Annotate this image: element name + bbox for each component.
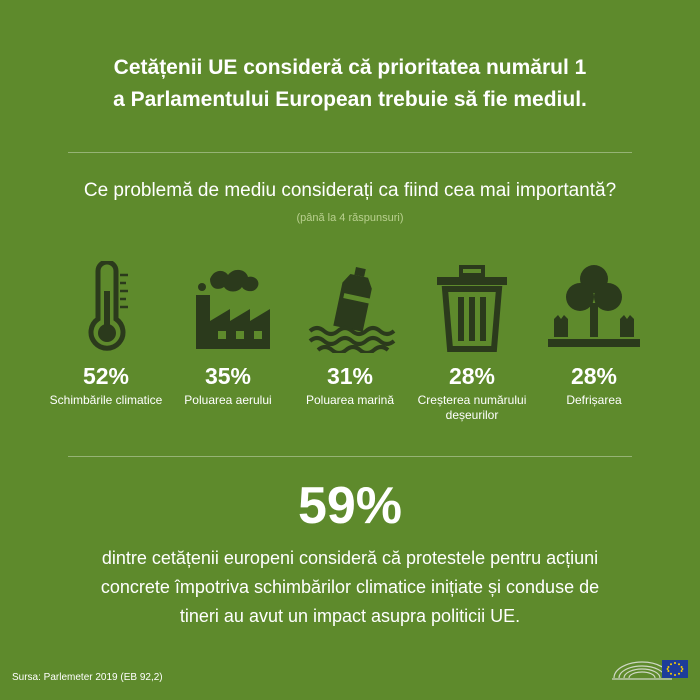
issue-percent: 31% [326,363,374,389]
highlight-statement: dintre cetățenii europeni consideră că p… [55,544,645,631]
title-line-1: Cetățenii UE consideră că prioritatea nu… [113,56,587,79]
survey-question: Ce problemă de mediu considerați ca fiin… [83,180,617,201]
statement-line-2: concrete împotriva schimbărilor climatic… [100,577,600,597]
deforestation-icon [539,258,649,353]
highlight-percent: 59% [297,477,403,535]
trash-bin-icon [417,258,527,353]
issue-label: Creșterea numărului deșeurilor [417,393,527,422]
thermometer-icon [51,258,161,353]
statement-line-3: tineri au avut un impact asupra politici… [179,606,521,626]
marine-pollution-icon [295,258,405,353]
issue-label: Poluarea aerului [184,393,272,407]
issue-item: 35% Poluarea aerului [167,258,289,438]
issue-percent: 28% [448,363,496,389]
statement-line-1: dintre cetățenii europeni consideră că p… [101,548,599,568]
top-divider [68,152,632,153]
issue-percent: 28% [570,363,618,389]
issue-percent: 52% [82,363,130,389]
issue-label: Poluarea marină [305,393,395,407]
page-title: Cetățenii UE consideră că prioritatea nu… [0,52,700,116]
issue-percent: 35% [204,363,252,389]
issue-label: Defrișarea [566,393,622,407]
issues-list: 52% Schimbările climatice 35% Poluarea a… [45,258,655,438]
issue-label: Schimbările climatice [49,393,163,407]
title-line-2: a Parlamentului European trebuie să fie … [113,88,587,111]
source-note: Sursa: Parlemeter 2019 (EB 92,2) [12,672,163,683]
european-parliament-logo [610,648,688,688]
factory-pollution-icon [173,258,283,353]
issue-item: 28% Creșterea numărului deșeurilor [411,258,533,438]
issue-item: 52% Schimbările climatice [45,258,167,438]
issue-item: 28% Defrișarea [533,258,655,438]
answer-hint: (până la 4 răspunsuri) [296,212,404,224]
middle-divider [68,456,632,457]
issue-item: 31% Poluarea marină [289,258,411,438]
